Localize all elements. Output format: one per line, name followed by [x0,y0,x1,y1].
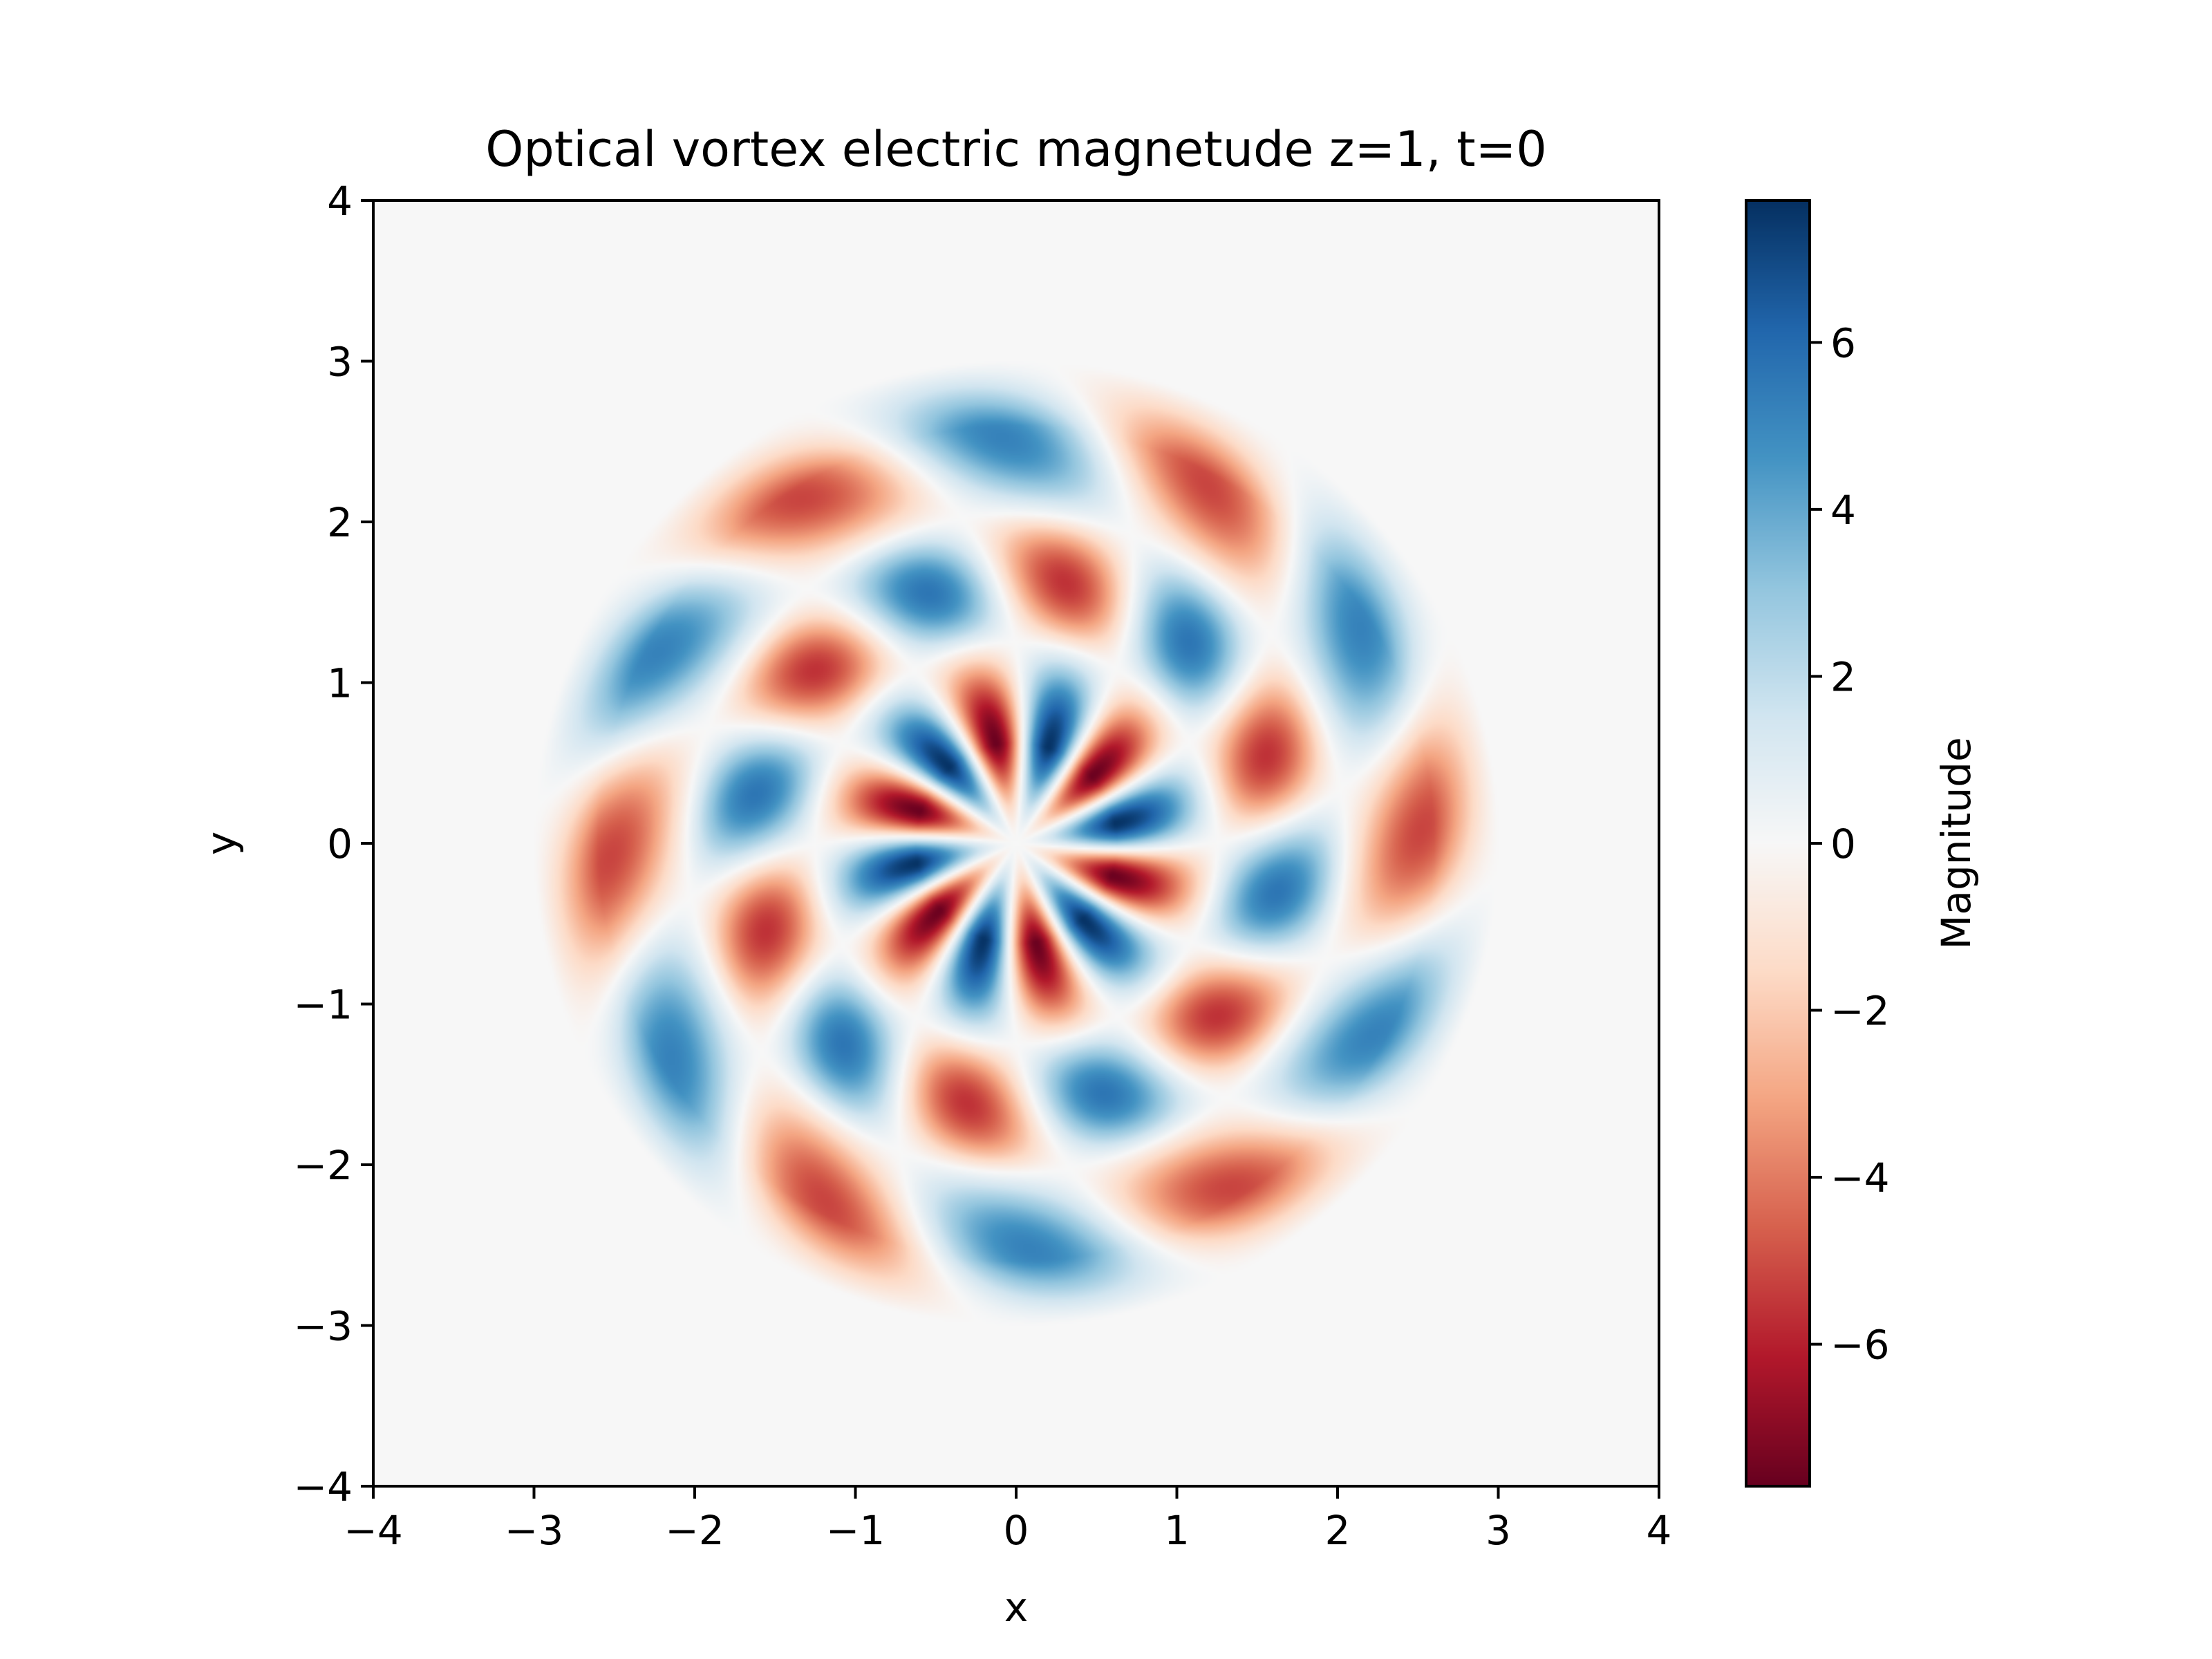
colorbar-tick-label: 2 [1830,653,1856,700]
y-tick-label: 0 [327,821,353,868]
colorbar-gradient [1746,200,1810,1486]
x-tick-label: 4 [1647,1507,1672,1554]
y-tick-label: −1 [294,982,353,1029]
colorbar-tick-label: −2 [1830,988,1890,1035]
y-tick-label: −4 [294,1463,353,1510]
plot-frame [372,199,1660,1488]
x-tick-label: 1 [1164,1507,1190,1554]
x-tick-label: 3 [1485,1507,1511,1554]
y-tick-label: 3 [327,339,353,386]
heatmap-image [373,200,1659,1486]
y-tick-label: −3 [294,1303,353,1350]
x-axis-label: x [1004,1584,1028,1631]
x-tick-label: −1 [826,1507,885,1554]
x-tick-label: 0 [1004,1507,1029,1554]
y-tick-label: 4 [327,178,353,225]
colorbar-tick-label: 4 [1830,487,1856,534]
y-axis-label: y [198,832,245,855]
x-tick-label: −2 [665,1507,724,1554]
x-tick-label: 2 [1325,1507,1351,1554]
y-axis-ticks: −4 −3 −2 −1 0 1 2 3 4 [294,178,373,1510]
colorbar-tick-label: −4 [1830,1154,1890,1201]
colorbar-tick-label: 6 [1830,319,1856,366]
x-axis-ticks: −4 −3 −2 −1 0 1 2 3 4 [344,1486,1671,1554]
colorbar-frame [1745,199,1811,1488]
y-tick-label: −2 [294,1142,353,1189]
colorbar-tick-label: 0 [1830,821,1856,868]
colorbar-label: Magnitude [1933,737,1980,949]
chart-title: Optical vortex electric magnetude z=1, t… [485,121,1547,178]
colorbar-tick-label: −6 [1830,1322,1890,1369]
x-tick-label: −3 [505,1507,564,1554]
y-tick-label: 1 [327,660,353,707]
y-tick-label: 2 [327,499,353,546]
colorbar-ticks: 6 4 2 0 −2 −4 −6 [1810,319,1890,1369]
x-tick-label: −4 [344,1507,403,1554]
